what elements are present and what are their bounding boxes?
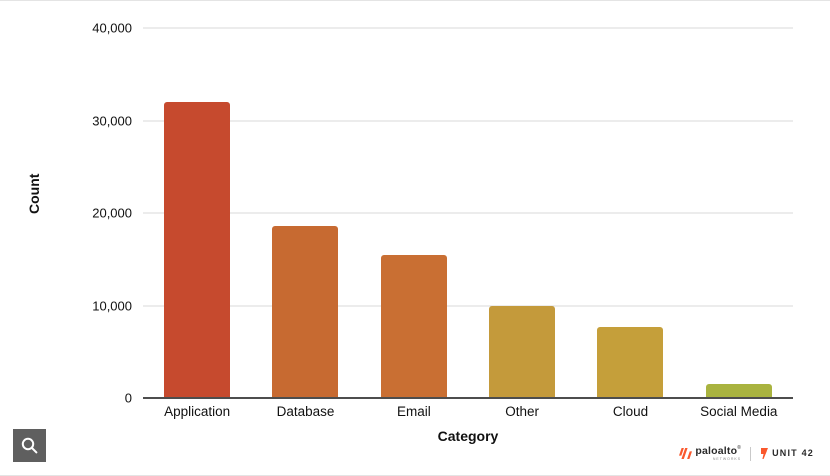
paloalto-networks-subtext: NETWORKS — [712, 456, 742, 461]
y-tick-label: 40,000 — [92, 20, 132, 36]
y-tick-label: 20,000 — [92, 205, 132, 221]
paloalto-slashes-icon — [679, 448, 693, 459]
bar-other — [489, 305, 556, 398]
gridline — [143, 212, 793, 214]
x-labels: Application Database Email Other Cloud Social… — [143, 404, 793, 419]
bar-social-media — [705, 384, 772, 398]
gridline — [143, 27, 793, 29]
x-category-label: Database — [276, 404, 335, 419]
bar-band — [468, 28, 576, 398]
plot-area: 0 10,000 20,000 30,000 40,000 — [92, 21, 793, 406]
x-category-label: Application — [164, 404, 231, 419]
unit42-flag-icon — [760, 448, 769, 459]
brand-divider — [750, 446, 752, 461]
bar-database — [272, 225, 339, 398]
zoom-search-button[interactable] — [13, 429, 46, 462]
paloalto-logo: paloalto® NETWORKS — [679, 446, 741, 461]
bar-band — [143, 28, 251, 398]
y-axis-title: Count — [26, 173, 42, 214]
bar-band — [360, 28, 468, 398]
y-tick-label: 10,000 — [92, 298, 132, 313]
y-tick-label: 30,000 — [92, 113, 132, 128]
gridline — [143, 305, 793, 306]
x-category-label: Other — [505, 404, 540, 419]
bar-band — [685, 28, 793, 398]
footer-brandbar: paloalto® NETWORKS UNIT 42 — [679, 446, 814, 461]
bars — [143, 28, 793, 398]
unit42-logo: UNIT 42 — [760, 448, 814, 459]
bar-band — [576, 28, 684, 398]
paloalto-wordmark: paloalto® — [695, 445, 742, 457]
x-axis-line — [143, 397, 793, 399]
x-category-label: Social Media — [700, 404, 778, 419]
x-category-label: Cloud — [612, 404, 649, 419]
x-axis-title: Category — [437, 428, 499, 444]
bar-email — [380, 254, 447, 398]
bar-band — [251, 28, 359, 398]
y-tick-label: 0 — [124, 390, 132, 406]
trademark-symbol: ® — [737, 445, 742, 451]
bar-application — [164, 102, 231, 398]
search-icon — [20, 436, 39, 455]
x-category-label: Email — [396, 404, 431, 419]
unit42-wordmark: UNIT 42 — [772, 448, 814, 458]
bar-cloud — [597, 326, 664, 398]
gridline — [143, 120, 793, 121]
